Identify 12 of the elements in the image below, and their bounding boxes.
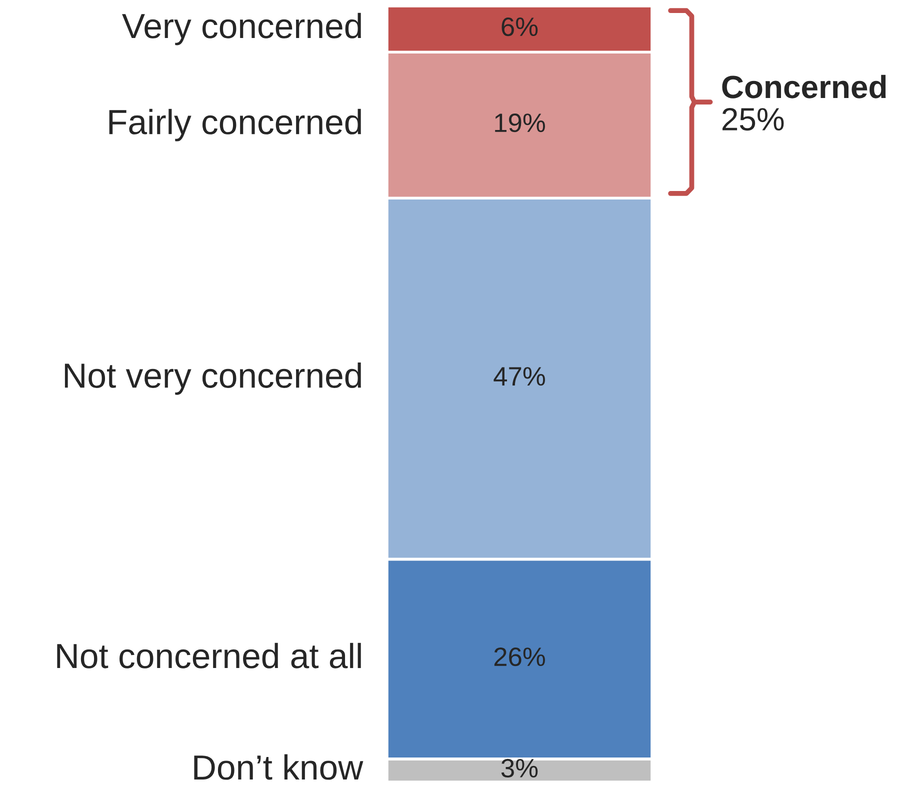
data-label: 3% (501, 758, 538, 778)
series-label: Fairly concerned (109, 108, 361, 142)
series-label: Very concerned (122, 12, 361, 46)
data-label: 6% (502, 17, 538, 36)
data-label: 19% (495, 113, 545, 132)
series-label: Don’t know (194, 754, 364, 780)
data-label: 26% (494, 647, 545, 666)
series-label: Not concerned at all (57, 642, 361, 668)
text: Concerned (722, 74, 886, 98)
data-label: 47% (494, 367, 545, 386)
series-label: Not very concerned (64, 362, 361, 395)
text: 25% (722, 108, 784, 131)
